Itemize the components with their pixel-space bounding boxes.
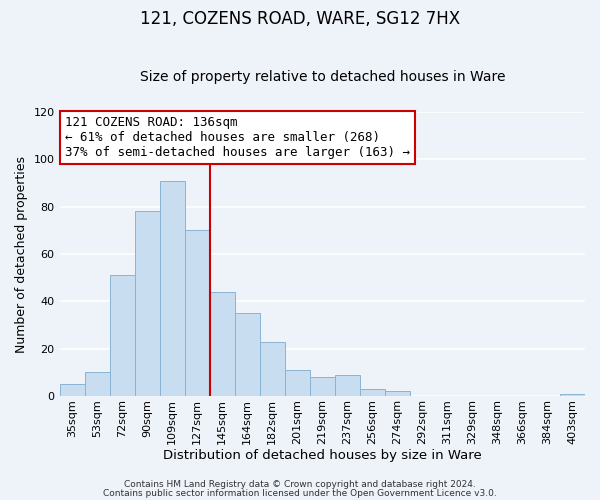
Text: Contains public sector information licensed under the Open Government Licence v3: Contains public sector information licen…: [103, 488, 497, 498]
Bar: [285, 370, 310, 396]
Y-axis label: Number of detached properties: Number of detached properties: [15, 156, 28, 352]
Bar: [134, 212, 160, 396]
Text: Contains HM Land Registry data © Crown copyright and database right 2024.: Contains HM Land Registry data © Crown c…: [124, 480, 476, 489]
Bar: [260, 342, 285, 396]
Bar: [110, 276, 134, 396]
Bar: [235, 313, 260, 396]
Bar: [360, 389, 385, 396]
X-axis label: Distribution of detached houses by size in Ware: Distribution of detached houses by size …: [163, 450, 482, 462]
Bar: [385, 392, 410, 396]
Bar: [85, 372, 110, 396]
Bar: [310, 377, 335, 396]
Title: Size of property relative to detached houses in Ware: Size of property relative to detached ho…: [140, 70, 505, 85]
Bar: [185, 230, 209, 396]
Bar: [160, 180, 185, 396]
Text: 121 COZENS ROAD: 136sqm
← 61% of detached houses are smaller (268)
37% of semi-d: 121 COZENS ROAD: 136sqm ← 61% of detache…: [65, 116, 410, 160]
Bar: [335, 374, 360, 396]
Bar: [59, 384, 85, 396]
Bar: [209, 292, 235, 396]
Text: 121, COZENS ROAD, WARE, SG12 7HX: 121, COZENS ROAD, WARE, SG12 7HX: [140, 10, 460, 28]
Bar: [560, 394, 585, 396]
